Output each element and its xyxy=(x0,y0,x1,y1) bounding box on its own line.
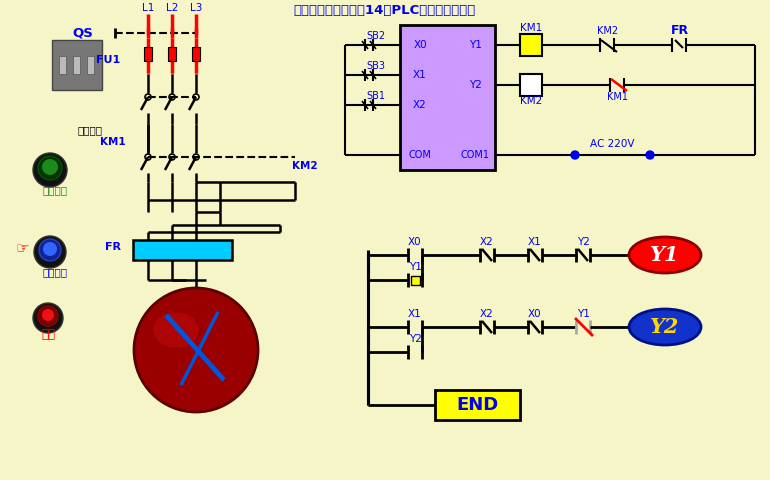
Circle shape xyxy=(33,153,67,187)
Circle shape xyxy=(42,159,58,175)
Text: AC 220V: AC 220V xyxy=(590,139,634,149)
Circle shape xyxy=(33,303,63,333)
Circle shape xyxy=(43,242,57,256)
Text: COM1: COM1 xyxy=(460,150,490,160)
Text: 电工必备电气原理图14：PLC正反转控制原理: 电工必备电气原理图14：PLC正反转控制原理 xyxy=(294,4,476,17)
Text: X0: X0 xyxy=(413,40,427,50)
Text: Y2: Y2 xyxy=(577,237,590,247)
Circle shape xyxy=(38,306,58,326)
Text: KM1: KM1 xyxy=(520,23,542,33)
Ellipse shape xyxy=(629,237,701,273)
Text: KM2: KM2 xyxy=(292,161,318,171)
Text: X0: X0 xyxy=(408,237,422,247)
Bar xyxy=(73,56,80,74)
Text: KM2: KM2 xyxy=(520,96,542,106)
Bar xyxy=(520,34,542,56)
Circle shape xyxy=(571,151,579,159)
Bar xyxy=(59,56,66,74)
Text: Y2: Y2 xyxy=(469,80,481,90)
Bar xyxy=(411,276,420,285)
Text: L2: L2 xyxy=(166,3,178,13)
Ellipse shape xyxy=(153,312,199,348)
Bar xyxy=(144,47,152,61)
Bar xyxy=(52,40,102,90)
Text: QS: QS xyxy=(72,26,93,39)
Text: Y2: Y2 xyxy=(409,334,421,344)
Text: X2: X2 xyxy=(480,237,494,247)
Text: KM1: KM1 xyxy=(608,92,628,102)
Text: Y1: Y1 xyxy=(651,245,680,265)
Ellipse shape xyxy=(629,309,701,345)
Bar xyxy=(520,74,542,96)
Circle shape xyxy=(34,236,66,268)
Circle shape xyxy=(39,239,61,261)
Bar xyxy=(192,47,200,61)
Text: Y1: Y1 xyxy=(469,40,481,50)
Text: X1: X1 xyxy=(408,309,422,319)
Text: SB2: SB2 xyxy=(367,31,386,41)
Text: X2: X2 xyxy=(480,309,494,319)
Bar xyxy=(435,390,520,420)
Bar xyxy=(87,56,94,74)
Text: FR: FR xyxy=(671,24,689,37)
Ellipse shape xyxy=(134,288,258,412)
Text: FU1: FU1 xyxy=(96,55,120,65)
Text: ☞: ☞ xyxy=(15,241,28,256)
Text: KM2: KM2 xyxy=(598,26,618,36)
Text: 电源开关: 电源开关 xyxy=(78,125,102,135)
Text: FR: FR xyxy=(105,242,121,252)
Text: X1: X1 xyxy=(413,70,427,80)
Circle shape xyxy=(42,309,54,321)
Bar xyxy=(168,47,176,61)
Text: END: END xyxy=(457,396,499,414)
Text: X2: X2 xyxy=(413,100,427,110)
Text: COM: COM xyxy=(409,150,431,160)
Text: Y2: Y2 xyxy=(651,317,680,337)
Text: SB1: SB1 xyxy=(367,91,386,101)
Bar xyxy=(133,240,232,260)
Text: KM1: KM1 xyxy=(100,137,126,147)
Text: SB3: SB3 xyxy=(367,61,386,71)
Text: L1: L1 xyxy=(142,3,154,13)
Text: Y1: Y1 xyxy=(577,309,590,319)
Circle shape xyxy=(38,156,62,180)
Circle shape xyxy=(646,151,654,159)
Text: X0: X0 xyxy=(528,309,542,319)
Text: 停止: 停止 xyxy=(41,328,55,341)
Text: 反向启动: 反向启动 xyxy=(42,267,68,277)
Text: L3: L3 xyxy=(190,3,203,13)
Bar xyxy=(400,25,495,170)
Text: Y1: Y1 xyxy=(409,262,421,272)
Text: 正向启动: 正向启动 xyxy=(42,185,68,195)
Text: X1: X1 xyxy=(528,237,542,247)
